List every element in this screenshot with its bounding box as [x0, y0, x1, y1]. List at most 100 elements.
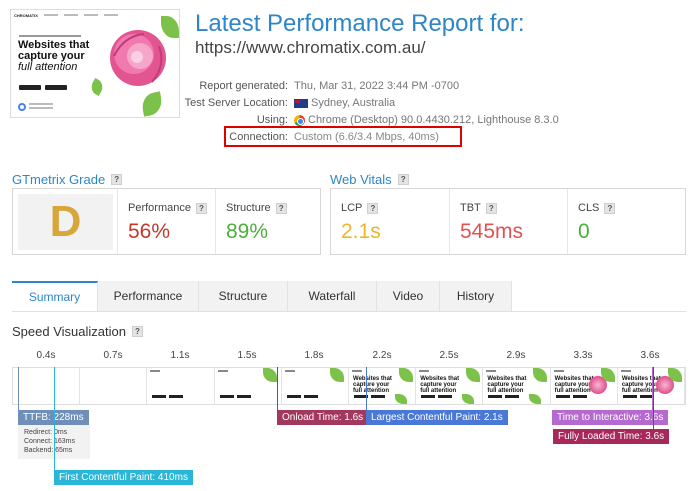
lcp-metric: LCP? 2.1s: [331, 189, 449, 254]
meta-value: Thu, Mar 31, 2022 3:44 PM -0700: [294, 80, 460, 92]
meta-value: Custom (6.6/3.4 Mbps, 40ms): [294, 131, 439, 143]
filmstrip-frame[interactable]: [281, 368, 350, 404]
filmstrip-frame[interactable]: [80, 368, 148, 404]
gtmetrix-grade-title: GTmetrix Grade: [12, 172, 106, 187]
meta-label: Connection:: [229, 131, 288, 143]
lcp-value: 2.1s: [341, 220, 381, 243]
lcp-label: LCP: [341, 202, 363, 214]
fully-loaded-line: [653, 367, 654, 443]
tti-marker[interactable]: Time to Interactive: 3.6s: [552, 410, 669, 425]
help-icon[interactable]: ?: [275, 202, 287, 214]
structure-metric: Structure? 89%: [215, 189, 320, 254]
ttfb-line: [18, 367, 19, 413]
ttfb-marker[interactable]: TTFB: 228ms: [18, 410, 89, 425]
filmstrip-frame[interactable]: Websites that capture your full attention: [416, 368, 484, 404]
help-icon[interactable]: ?: [111, 174, 123, 185]
help-icon[interactable]: ?: [397, 174, 409, 185]
filmstrip-frame[interactable]: [214, 368, 282, 404]
help-icon[interactable]: ?: [367, 202, 379, 214]
tab-history[interactable]: History: [440, 281, 512, 311]
meta-using: Using: Chrome (Desktop) 90.0.4430.212, L…: [150, 112, 690, 128]
report-title: Latest Performance Report for:: [195, 10, 525, 37]
thumbnail-nav-item: [103, 14, 118, 16]
grade-letter: D: [18, 194, 113, 250]
page-screenshot-thumbnail[interactable]: CHROMATIX Websites that capture your ful…: [10, 9, 180, 118]
speed-timeline: 0.4s 0.7s 1.1s 1.5s 1.8s 2.2s 2.5s 2.9s …: [12, 346, 686, 486]
thumbnail-brand: CHROMATIX: [14, 12, 38, 18]
performance-value: 56%: [128, 220, 171, 243]
leaf-image: [161, 16, 179, 38]
chrome-icon: [294, 114, 305, 126]
speed-visualization-title: Speed Visualization: [12, 324, 126, 339]
fully-loaded-marker[interactable]: Fully Loaded Time: 3.6s: [553, 429, 670, 444]
thumbnail-headline-line3: full attention: [18, 61, 78, 73]
meta-test-server-location: Test Server Location: Sydney, Australia: [150, 95, 690, 111]
thumbnail-nav-item: [83, 14, 98, 16]
help-icon[interactable]: ?: [604, 202, 616, 214]
cls-value: 0: [578, 220, 590, 243]
cls-label: CLS: [578, 202, 600, 214]
thumbnail-nav-item: [63, 14, 78, 16]
filmstrip[interactable]: Websites that capture your full attention …: [12, 367, 686, 405]
report-url[interactable]: https://www.chromatix.com.au/: [195, 38, 426, 57]
filmstrip-frame[interactable]: Websites that capture your full attention: [617, 368, 686, 404]
web-vitals-title: Web Vitals: [330, 172, 392, 187]
thumbnail-headline-line2: capture your: [18, 50, 85, 62]
thumbnail-buttons: [19, 85, 67, 90]
fcp-line: [54, 367, 55, 473]
filmstrip-frame[interactable]: Websites that capture your full attention: [483, 368, 551, 404]
australia-flag-icon: [294, 98, 308, 108]
tbt-metric: TBT? 545ms: [449, 189, 567, 254]
connection-highlight-box: [224, 126, 462, 147]
help-icon[interactable]: ?: [131, 326, 143, 337]
help-icon[interactable]: ?: [485, 202, 497, 214]
peony-flower-image: [110, 30, 166, 86]
tti-line: [652, 367, 653, 413]
tab-performance[interactable]: Performance: [98, 281, 199, 311]
meta-label: Test Server Location:: [184, 97, 288, 109]
thumbnail-headline-line1: Websites that: [18, 39, 90, 51]
thumbnail-nav-item: [43, 14, 58, 16]
filmstrip-frame[interactable]: Websites that capture your full attention: [349, 368, 417, 404]
web-vitals-heading: Web Vitals ?: [330, 172, 409, 187]
tab-structure[interactable]: Structure: [199, 281, 288, 311]
ttfb-connect: Connect: 163ms: [24, 438, 75, 445]
timeline-tick: 3.3s: [573, 350, 593, 361]
speed-visualization-heading: Speed Visualization ?: [12, 324, 143, 339]
tab-summary[interactable]: Summary: [12, 281, 98, 311]
web-vitals-panel: LCP? 2.1s TBT? 545ms CLS? 0: [330, 188, 686, 255]
ttfb-redirect: Redirect: 0ms: [24, 429, 68, 436]
timeline-tick: 1.1s: [170, 350, 190, 361]
tbt-label: TBT: [460, 202, 481, 214]
filmstrip-frame[interactable]: [13, 368, 81, 404]
structure-value: 89%: [226, 220, 269, 243]
onload-marker[interactable]: Onload Time: 1.6s: [277, 410, 369, 425]
help-icon[interactable]: ?: [195, 202, 207, 214]
report-tabs: Summary Performance Structure Waterfall …: [12, 281, 686, 312]
thumbnail-rating: [18, 103, 53, 111]
filmstrip-frame[interactable]: Websites that capture your full attention: [550, 368, 618, 404]
meta-label: Report generated:: [199, 80, 288, 92]
tab-waterfall[interactable]: Waterfall: [288, 281, 377, 311]
meta-value: Sydney, Australia: [311, 97, 396, 109]
thumbnail-eyebrow: [19, 35, 81, 37]
timeline-tick: 2.2s: [372, 350, 392, 361]
lcp-marker[interactable]: Largest Contentful Paint: 2.1s: [366, 410, 508, 425]
timeline-tick: 3.6s: [640, 350, 660, 361]
gtmetrix-grade-heading: GTmetrix Grade ?: [12, 172, 123, 187]
fcp-marker[interactable]: First Contentful Paint: 410ms: [54, 470, 193, 485]
timeline-tick: 2.5s: [439, 350, 459, 361]
filmstrip-frame[interactable]: [147, 368, 215, 404]
performance-label: Performance: [128, 202, 191, 214]
thumbnail-nav: CHROMATIX: [11, 10, 179, 20]
cls-metric: CLS? 0: [567, 189, 685, 254]
thumbnail-headline: Websites that capture your full attentio…: [18, 40, 118, 73]
lcp-line: [366, 367, 367, 413]
meta-label: Using:: [256, 114, 288, 126]
performance-metric: Performance? 56%: [117, 189, 215, 254]
tab-video[interactable]: Video: [377, 281, 440, 311]
meta-value: Chrome (Desktop) 90.0.4430.212, Lighthou…: [308, 114, 559, 126]
timeline-tick: 2.9s: [506, 350, 526, 361]
meta-connection: Connection: Custom (6.6/3.4 Mbps, 40ms): [150, 129, 690, 145]
meta-report-generated: Report generated: Thu, Mar 31, 2022 3:44…: [150, 78, 690, 94]
